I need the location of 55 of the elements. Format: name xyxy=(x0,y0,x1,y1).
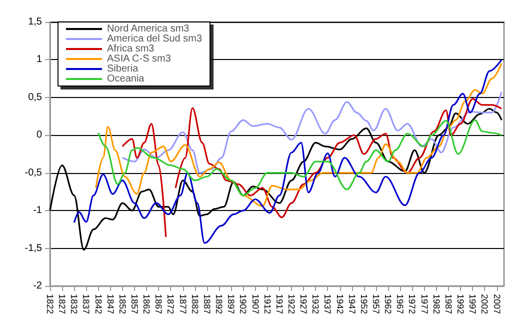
x-tick-label: 1977 xyxy=(419,294,430,314)
x-tick-label: 1927 xyxy=(298,294,309,314)
line-series xyxy=(98,119,502,196)
legend-label: Oceania xyxy=(107,74,145,84)
x-tick-label: 2002 xyxy=(480,294,490,314)
line-series xyxy=(95,62,502,207)
y-tick-label: -1,5 xyxy=(24,242,42,254)
x-tick-label: 2007 xyxy=(492,294,502,314)
x-tick-label: 1947 xyxy=(346,294,357,314)
x-tick-label: 1917 xyxy=(274,294,284,314)
legend-label: ASIA C-S sm3 xyxy=(107,54,172,64)
x-tick-label: 1967 xyxy=(395,294,406,314)
x-tick-label: 1867 xyxy=(154,294,164,314)
x-tick-label: 1902 xyxy=(238,294,248,314)
x-tick-label: 1972 xyxy=(407,294,418,314)
x-tick-label: 1837 xyxy=(81,294,92,314)
x-tick-label: 1892 xyxy=(214,294,224,314)
y-tick-label: 1,5 xyxy=(28,16,42,28)
y-tick-label: -2 xyxy=(33,280,42,292)
x-tick-label: 1952 xyxy=(358,294,369,314)
x-tick-label: 1827 xyxy=(57,294,68,314)
y-tick-label: -1 xyxy=(33,205,42,216)
x-tick-label: 1987 xyxy=(443,294,454,314)
x-tick-label: 1882 xyxy=(190,294,200,314)
x-tick-label: 1857 xyxy=(130,294,140,314)
legend-label: America del Sud sm3 xyxy=(107,34,202,44)
x-tick-label: 1897 xyxy=(226,294,236,314)
legend-label: Africa sm3 xyxy=(107,44,155,54)
x-tick-label: 1887 xyxy=(202,294,212,314)
x-tick-label: 1937 xyxy=(322,294,333,314)
x-tick-label: 1862 xyxy=(142,294,152,314)
x-tick-label: 1832 xyxy=(69,294,80,314)
x-tick-label: 1992 xyxy=(456,294,466,314)
x-tick-label: 1822 xyxy=(45,294,55,314)
legend-label: Nord America sm3 xyxy=(107,24,190,34)
x-tick-label: 1942 xyxy=(334,294,345,314)
x-tick-label: 1847 xyxy=(105,294,116,314)
x-tick-label: 1997 xyxy=(468,294,478,314)
y-tick-label: 0,5 xyxy=(28,92,42,103)
y-tick-label: 1 xyxy=(36,54,42,66)
x-tick-label: 1912 xyxy=(262,294,272,314)
y-tick-label: 0 xyxy=(36,130,42,141)
x-tick-label: 1872 xyxy=(166,294,176,314)
x-tick-label: 1962 xyxy=(383,294,394,314)
x-tick-label: 1982 xyxy=(431,294,442,314)
x-tick-label: 1907 xyxy=(250,294,260,314)
x-tick-label: 1842 xyxy=(93,294,104,314)
y-tick-label: -0,5 xyxy=(24,167,42,178)
legend-label: Siberia xyxy=(107,64,139,74)
x-tick-label: 1877 xyxy=(178,294,188,314)
x-tick-label: 1852 xyxy=(117,294,128,314)
x-tick-label: 1957 xyxy=(371,294,382,314)
line-series xyxy=(122,91,502,174)
x-tick-label: 1922 xyxy=(286,294,296,314)
x-tick-label: 1932 xyxy=(310,294,321,314)
